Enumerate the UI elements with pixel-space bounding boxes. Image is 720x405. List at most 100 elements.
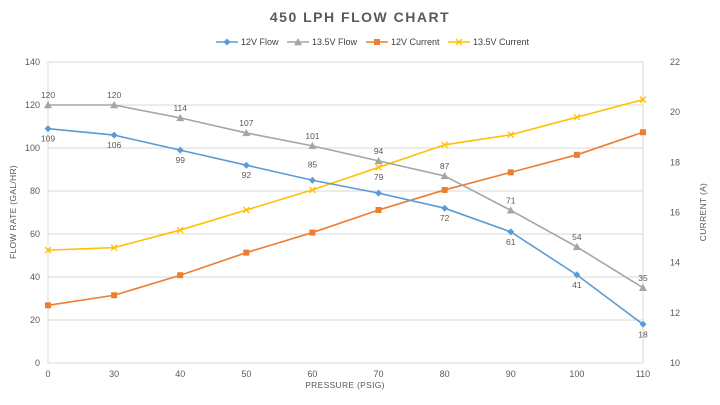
series-group xyxy=(44,96,647,328)
y-tick-label: 0 xyxy=(35,358,40,368)
data-point xyxy=(176,226,184,234)
data-point xyxy=(639,96,647,104)
data-label: 120 xyxy=(107,90,121,100)
data-point xyxy=(375,206,382,213)
y-tick-label: 140 xyxy=(25,57,40,67)
legend-label: 12V Flow xyxy=(241,37,279,47)
data-point xyxy=(243,249,250,256)
series-13-5v-flow xyxy=(44,101,647,291)
y2-tick-label: 20 xyxy=(670,107,680,117)
data-point xyxy=(176,146,184,154)
data-label: 71 xyxy=(506,195,516,205)
data-label: 87 xyxy=(440,161,450,171)
marker-stroke xyxy=(242,206,250,214)
x-tick-label: 50 xyxy=(241,369,251,379)
data-point xyxy=(441,141,449,149)
legend-entry: 13.5V Flow xyxy=(287,37,358,47)
data-label: 54 xyxy=(572,232,582,242)
data-point xyxy=(639,320,647,328)
legend-marker xyxy=(294,38,302,46)
x-tick-label: 60 xyxy=(307,369,317,379)
data-point xyxy=(507,131,515,139)
data-label: 109 xyxy=(41,134,55,144)
data-label: 92 xyxy=(242,170,252,180)
marker-stroke xyxy=(176,226,184,234)
data-point xyxy=(639,283,647,291)
y-tick-label: 40 xyxy=(30,272,40,282)
y2-tick-label: 18 xyxy=(670,157,680,167)
x-tick-label: 40 xyxy=(175,369,185,379)
data-point xyxy=(45,302,51,309)
data-point xyxy=(507,169,514,176)
series-line xyxy=(48,104,644,289)
data-point xyxy=(573,271,581,279)
data-point xyxy=(242,206,250,214)
data-label: 101 xyxy=(305,131,319,141)
y-tick-label: 20 xyxy=(30,315,40,325)
legend-label: 12V Current xyxy=(391,37,440,47)
data-point xyxy=(44,246,52,254)
data-point xyxy=(110,244,118,252)
data-point xyxy=(242,161,250,169)
data-point xyxy=(242,128,251,137)
y-axis-title: FLOW RATE (GAL/HR) xyxy=(8,165,18,259)
data-point xyxy=(506,206,515,214)
data-point xyxy=(110,101,119,109)
data-label: 99 xyxy=(175,155,185,165)
x-tick-label: 110 xyxy=(636,369,650,379)
data-labels: 109 106 99 92 85 79 72 61 41 18 120 120 114 107 101 94 8… xyxy=(41,90,648,339)
y-tick-label: 80 xyxy=(30,186,40,196)
y2-tick-label: 12 xyxy=(670,308,680,318)
y2-tick-label: 16 xyxy=(670,208,680,218)
data-point xyxy=(309,229,316,236)
marker-stroke xyxy=(639,96,647,104)
series-12v-current xyxy=(45,129,646,309)
data-label: 107 xyxy=(239,118,253,128)
data-point xyxy=(441,204,449,212)
data-label: 35 xyxy=(638,273,648,283)
data-point xyxy=(640,129,646,136)
legend-label: 13.5V Current xyxy=(473,37,530,47)
series-12v-flow xyxy=(44,125,647,328)
data-point xyxy=(308,141,317,150)
data-label: 94 xyxy=(374,146,384,156)
data-point xyxy=(441,186,448,193)
y-tick-label: 100 xyxy=(25,143,40,153)
marker-stroke xyxy=(44,246,52,254)
data-point xyxy=(375,163,383,171)
legend-marker xyxy=(455,38,463,46)
data-point xyxy=(507,228,515,236)
y-tick-label: 60 xyxy=(30,229,40,239)
x-tick-label: 80 xyxy=(440,369,450,379)
data-point xyxy=(440,171,449,180)
x-tick-label: 70 xyxy=(374,369,384,379)
data-point xyxy=(308,176,316,184)
data-point xyxy=(573,113,581,121)
data-label: 85 xyxy=(308,159,318,169)
data-point xyxy=(375,189,383,197)
data-label: 72 xyxy=(440,213,450,223)
data-point xyxy=(110,131,118,139)
y2-tick-label: 22 xyxy=(670,57,680,67)
data-label: 114 xyxy=(173,103,187,113)
data-label: 106 xyxy=(107,140,121,150)
legend-entry: 13.5V Current xyxy=(448,37,530,47)
series-line xyxy=(47,131,644,307)
legend-marker xyxy=(374,39,380,45)
series-line xyxy=(47,127,644,325)
series-13-5v-current xyxy=(44,96,647,254)
data-point xyxy=(111,292,118,299)
data-point xyxy=(177,272,184,279)
data-label: 61 xyxy=(506,237,516,247)
data-point xyxy=(44,125,52,133)
legend-entry: 12V Current xyxy=(366,37,440,47)
data-point xyxy=(44,101,52,109)
x-tick-label: 0 xyxy=(45,369,50,379)
data-point xyxy=(573,151,580,158)
data-point xyxy=(176,113,185,122)
data-label: 79 xyxy=(374,172,384,182)
marker-stroke xyxy=(308,186,316,194)
marker-stroke xyxy=(110,244,118,252)
